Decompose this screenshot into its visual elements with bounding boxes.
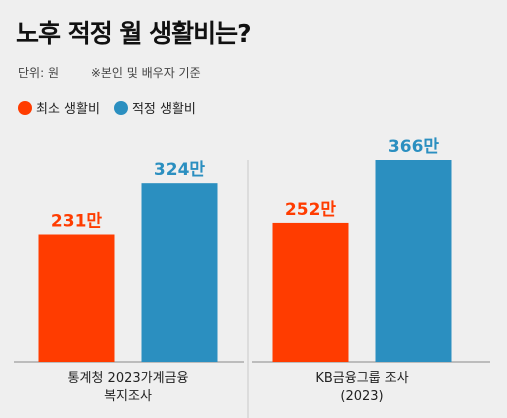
bar-adequate-2 [375, 160, 452, 362]
category-label-1-line-2: 복지조사 [104, 389, 152, 404]
page-title: 노후 적정 월 생활비는? [16, 19, 252, 48]
data-label-adequate-1: 324만 [154, 160, 205, 180]
category-label-2-line-1: KB금융그룹 조사 [315, 371, 408, 386]
bar-min-1 [38, 234, 115, 362]
bar-min-2 [272, 222, 349, 362]
chart-legend: 최소 생활비 적정 생활비 [18, 98, 210, 117]
legend-swatch-min [18, 100, 32, 115]
legend-item-adequate: 적정 생활비 [113, 98, 196, 117]
category-label-1-line-1: 통계청 2023가계금융 [68, 371, 189, 386]
data-label-adequate-2: 366만 [388, 137, 439, 157]
data-label-min-2: 252만 [285, 200, 336, 220]
legend-label-adequate: 적정 생활비 [131, 102, 196, 117]
basis-note: ※본인 및 배우자 기준 [90, 66, 201, 80]
chart-subtitle: 단위: 원 ※본인 및 배우자 기준 [18, 64, 201, 81]
legend-item-min: 최소 생활비 [18, 98, 100, 117]
data-label-min-1: 231만 [51, 212, 102, 232]
unit-label: 단위: 원 [18, 66, 59, 80]
legend-label-min: 최소 생활비 [36, 102, 100, 117]
bar-adequate-1 [141, 183, 218, 362]
category-label-2-line-2: (2023) [340, 389, 383, 404]
legend-swatch-adequate [113, 100, 128, 115]
